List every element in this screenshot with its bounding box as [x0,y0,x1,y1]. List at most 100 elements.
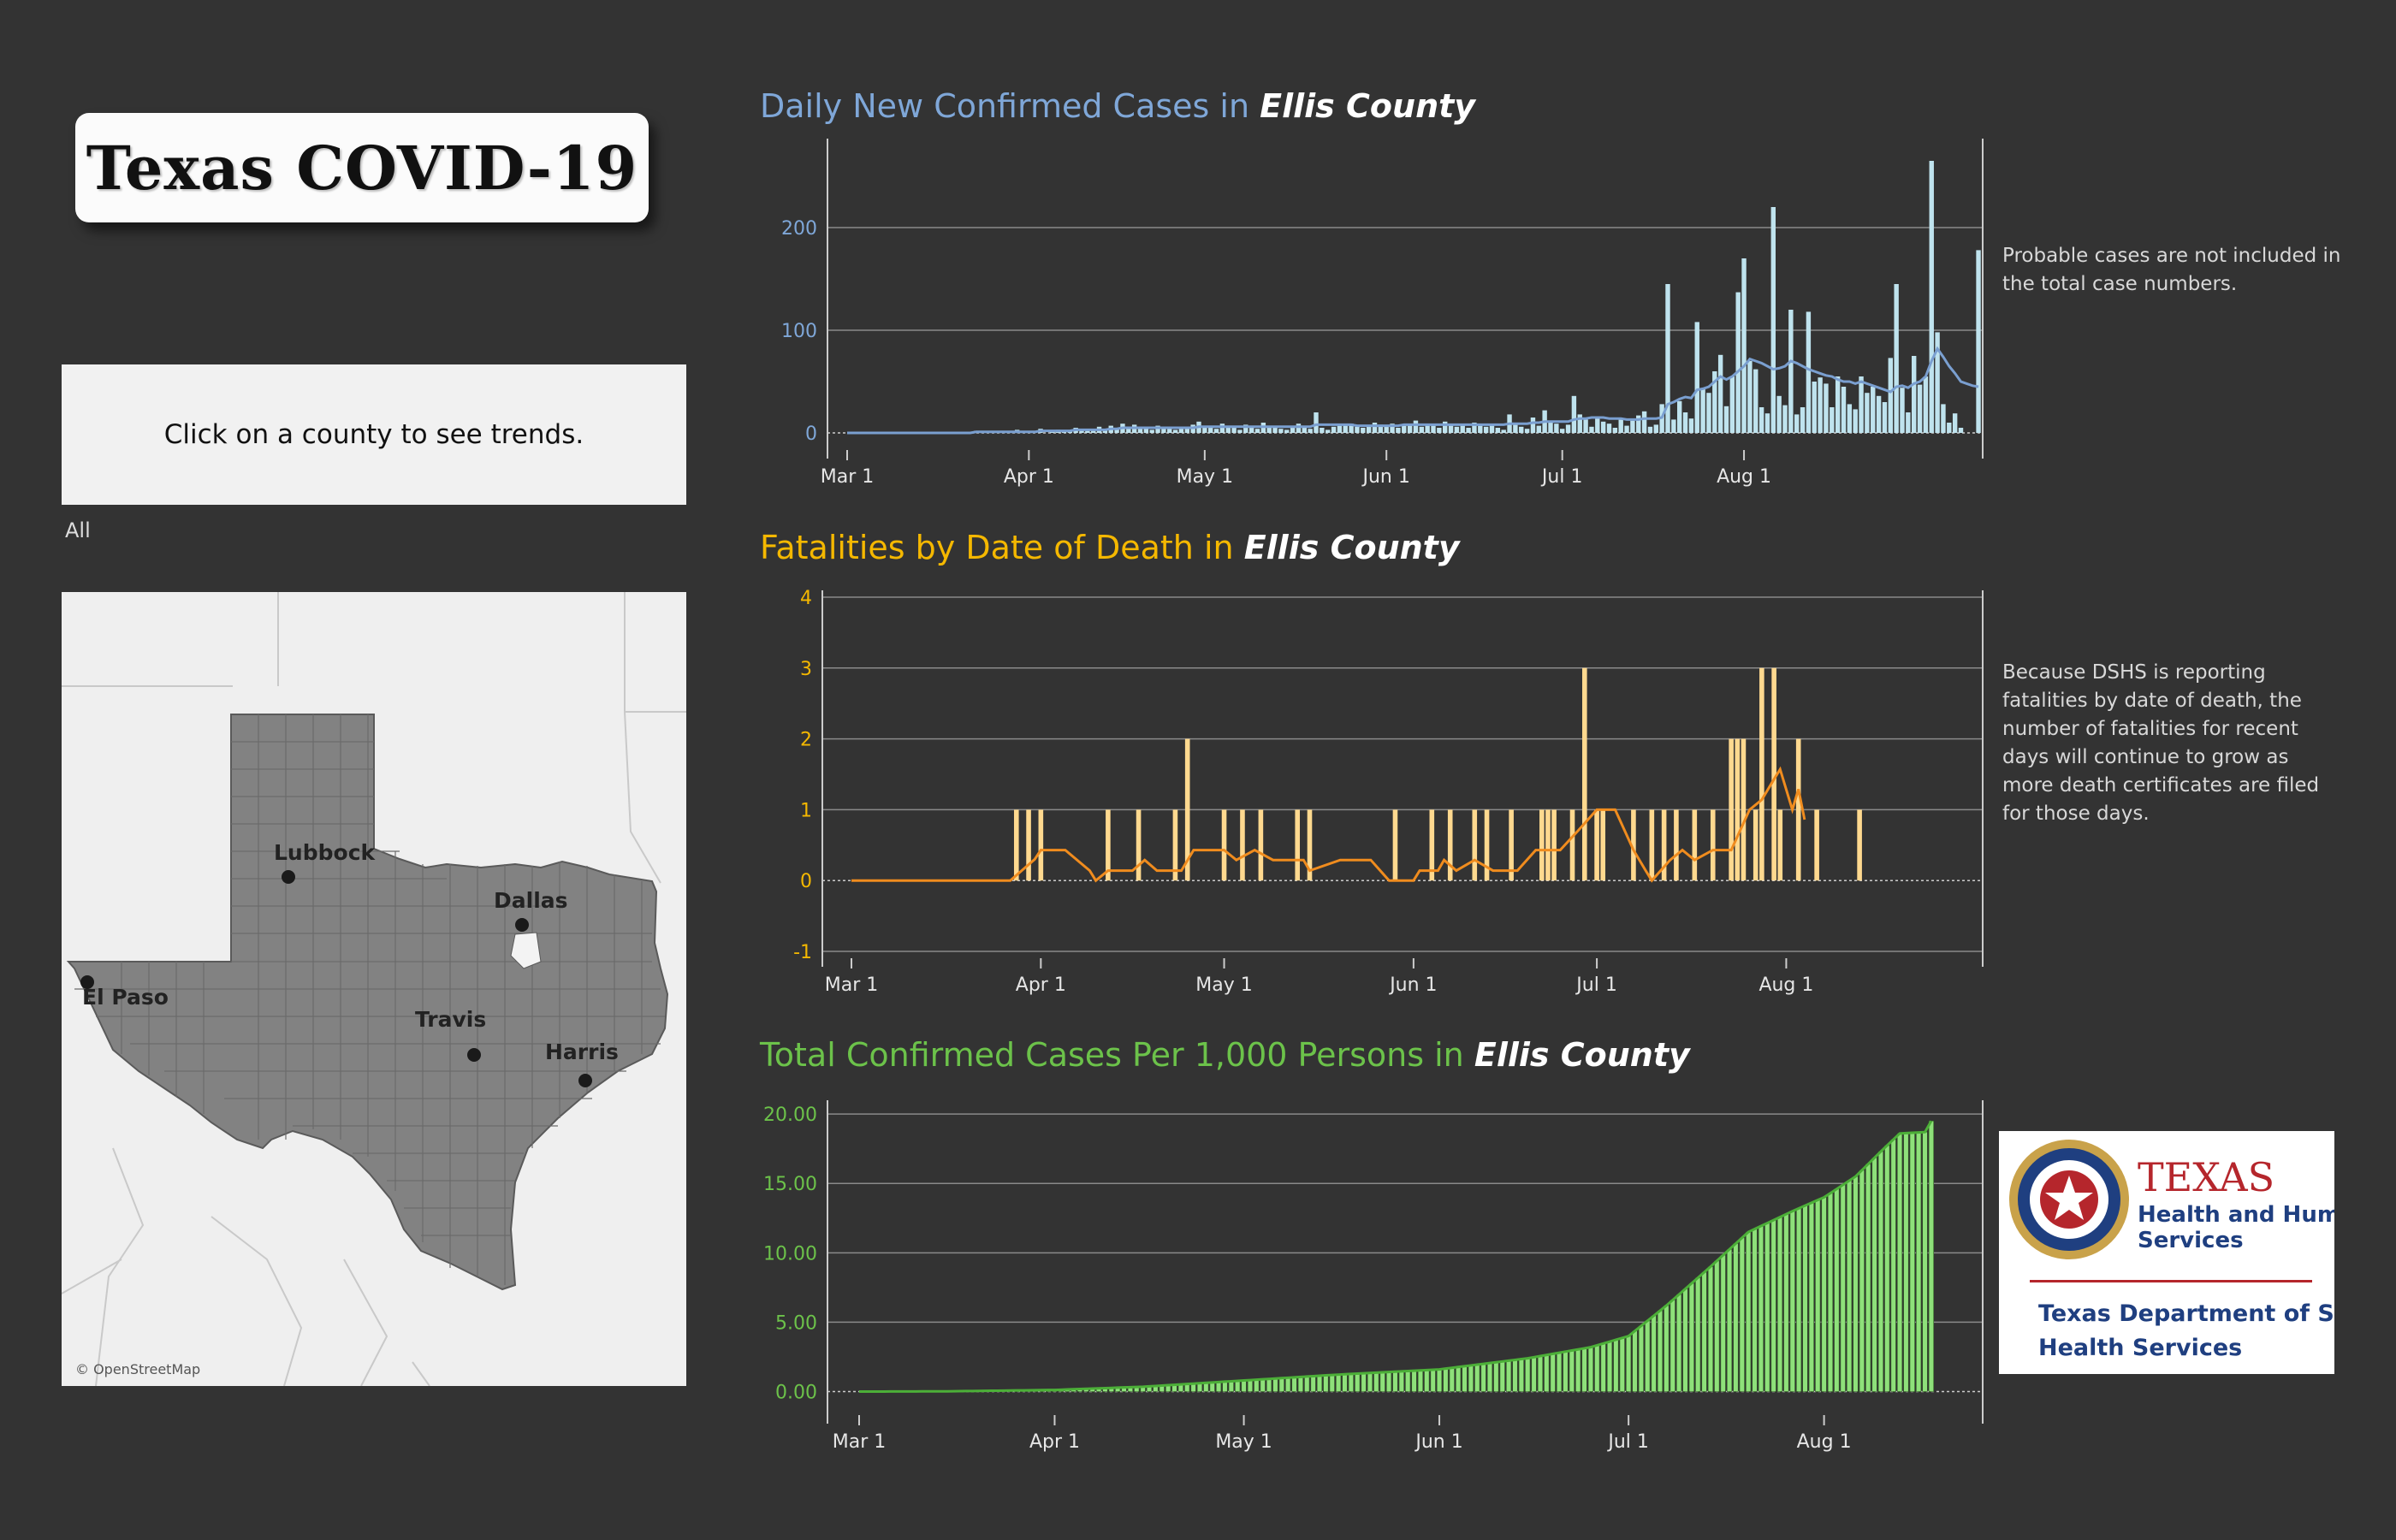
daily-case-bar [1694,322,1699,433]
total-case-bar [1247,1379,1254,1392]
total-case-bar [1405,1371,1411,1392]
daily-case-bar [1712,371,1717,433]
total-case-bar [1808,1202,1814,1392]
total-case-bar [1310,1376,1316,1392]
total-case-bar [1329,1374,1335,1392]
total-case-bar [1575,1348,1581,1392]
total-case-bar [1254,1379,1260,1392]
daily-case-bar [1361,428,1366,433]
harris-dot[interactable] [578,1074,592,1087]
total-case-bar [1916,1132,1922,1392]
daily-case-bar [1589,426,1594,433]
total-case-bar [1764,1223,1770,1392]
total-case-bar [1569,1350,1575,1392]
total-case-bar [1865,1164,1871,1392]
fatalities-title: Fatalities by Date of Death in Ellis Cou… [760,529,1460,566]
lubbock-dot[interactable] [282,870,295,884]
fatality-bar [1136,809,1142,881]
total-case-bar [1449,1367,1455,1392]
fatality-bar [1814,809,1819,881]
x-tick-label: Jun 1 [1388,974,1437,996]
total-case-bar [1436,1369,1443,1392]
x-tick-label: May 1 [1177,466,1233,488]
total-case-bar [1714,1260,1720,1392]
y-tick-label: -1 [793,942,812,963]
daily-case-bar [1677,400,1682,433]
total-cases-title-county: Ellis County [1474,1036,1690,1074]
total-case-bar [1669,1300,1675,1392]
total-case-bar [1739,1237,1745,1392]
daily-case-bar [1706,393,1711,433]
travis-dot[interactable] [467,1048,481,1062]
daily-case-bar [1314,412,1319,433]
fatality-bar [1447,809,1453,881]
total-case-bar [1537,1355,1544,1392]
daily-case-bar [1278,429,1284,433]
el-paso-dot[interactable] [80,975,94,989]
fatality-bar [1674,809,1679,881]
x-tick-label: Aug 1 [1717,466,1771,488]
daily-note-line: Probable cases are not included in [2002,245,2341,267]
daily-case-bar [1519,426,1524,433]
total-case-bar [1222,1381,1228,1392]
daily-case-bar [1378,424,1384,433]
total-case-bar [1581,1348,1587,1392]
daily-case-bar [1770,207,1776,433]
daily-case-bar [1764,413,1770,433]
daily-case-bar [1143,426,1149,433]
fatality-bar [1729,738,1734,881]
daily-case-bar [1061,431,1067,433]
dallas-county-highlight[interactable] [510,932,542,969]
daily-cases-chart[interactable]: 0 100 200 Mar 1 Apr 1 May 1 Jun 1 Jul 1 Aug 1 [753,137,1994,513]
total-case-bar [1367,1372,1373,1392]
fatality-bar [1759,667,1764,881]
lubbock-label: Lubbock [274,840,377,865]
dallas-dot[interactable] [515,918,529,932]
filter-all-label[interactable]: All [65,518,91,542]
total-case-bar [1385,1371,1392,1392]
texas-county-map[interactable]: Lubbock Dallas El Paso Travis Harris © O… [62,592,686,1386]
daily-case-bar [1917,384,1923,433]
x-tick-label: Apr 1 [1004,466,1054,488]
daily-case-bar [1296,424,1302,433]
total-case-bar [1676,1294,1682,1392]
y-tick-label: 5.00 [775,1312,817,1334]
daily-case-bar [1841,387,1847,433]
total-case-bar [1626,1336,1632,1392]
daily-case-bar [1355,426,1360,433]
daily-case-bar [1149,429,1154,433]
instruction-box[interactable]: Click on a county to see trends. [62,364,686,505]
fatality-bar [1631,809,1636,881]
daily-case-bar [1806,311,1812,433]
total-case-bar [1525,1358,1531,1392]
fatality-bar [1857,809,1862,881]
fatality-bar [1582,667,1587,881]
total-case-bar [1424,1370,1430,1392]
daily-case-bar [1741,258,1747,433]
daily-case-bar [1847,404,1853,433]
daily-case-bar [1723,406,1729,433]
daily-case-bar [1788,310,1794,433]
x-tick-label: Jul 1 [1540,466,1583,488]
daily-case-bar [1331,426,1337,433]
total-case-bar [1733,1243,1739,1392]
total-case-bar [1884,1145,1890,1392]
map-attribution[interactable]: © OpenStreetMap [75,1361,200,1377]
fatality-bar [1295,809,1301,881]
daily-case-bar [1800,407,1806,433]
total-case-bar [1834,1188,1840,1392]
el-paso-label: El Paso [82,985,169,1010]
daily-case-bar [1958,428,1964,433]
daily-case-bar [1906,412,1911,433]
total-cases-chart[interactable]: 0.00 5.00 10.00 15.00 20.00 Mar 1 Apr 1 May 1 Ju… [753,1087,1994,1480]
daily-case-bar [1460,424,1465,433]
total-case-bar [1651,1315,1657,1392]
daily-case-bar [1407,424,1413,433]
daily-case-bar [1126,429,1131,433]
daily-case-bar [1888,358,1893,433]
total-case-bar [1796,1208,1802,1392]
fatalities-chart[interactable]: -1 0 1 2 3 4 Mar 1 Apr 1 May 1 Jun 1 Jul 1 Aug 1 [753,578,1994,1006]
total-case-bar [1877,1151,1884,1392]
daily-case-bar [1326,429,1331,433]
daily-case-bar [1976,250,1981,433]
